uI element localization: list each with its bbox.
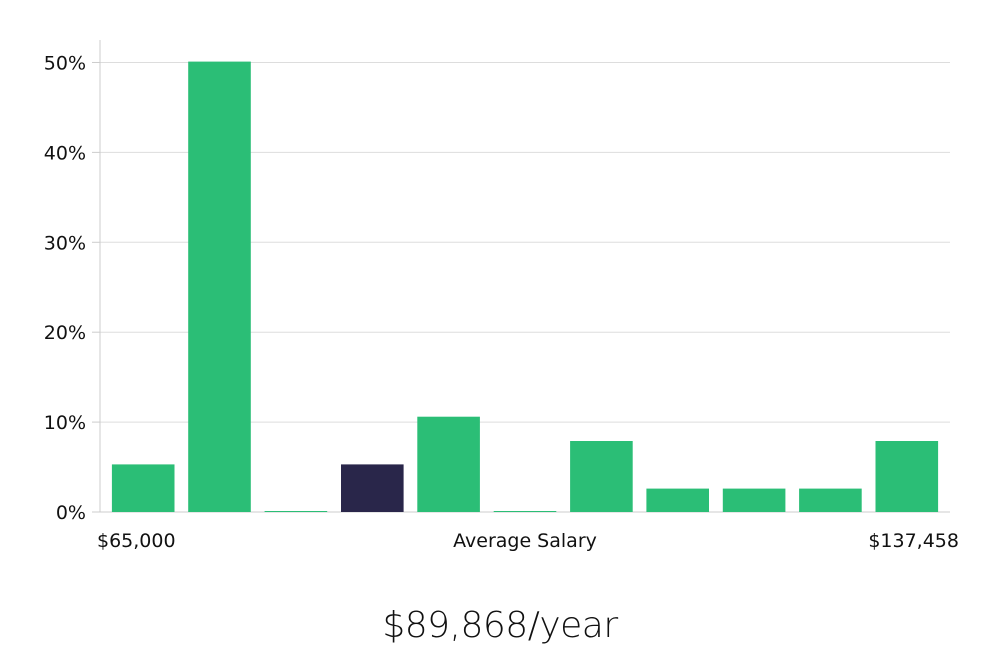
- y-tick-label: 20%: [44, 322, 86, 344]
- bar: [264, 511, 328, 512]
- bar: [875, 441, 939, 512]
- bar: [570, 441, 633, 512]
- axis-labels: $65,000 Average Salary $137,458: [97, 530, 959, 552]
- bar: [417, 416, 480, 512]
- bar: [646, 488, 709, 512]
- bar: [188, 61, 251, 512]
- average-salary-value: $89,868/year: [382, 605, 618, 646]
- x-max-label: $137,458: [868, 530, 959, 552]
- y-tick-label: 30%: [44, 232, 86, 254]
- bar-highlighted: [341, 464, 404, 512]
- bar: [111, 464, 175, 512]
- y-tick-label: 0%: [56, 502, 86, 524]
- salary-histogram: 0% 10% 20% 30% 40% 50% $65,000 Average Salary…: [44, 40, 959, 552]
- bars: [111, 61, 939, 512]
- axes: 0% 10% 20% 30% 40% 50%: [44, 40, 950, 524]
- x-axis-label: Average Salary: [453, 530, 597, 552]
- bar: [799, 488, 862, 512]
- y-tick-label: 50%: [44, 52, 86, 74]
- y-tick-label: 10%: [44, 412, 86, 434]
- y-tick-label: 40%: [44, 142, 86, 164]
- bar: [493, 511, 557, 512]
- x-min-label: $65,000: [97, 530, 176, 552]
- bar: [722, 488, 786, 512]
